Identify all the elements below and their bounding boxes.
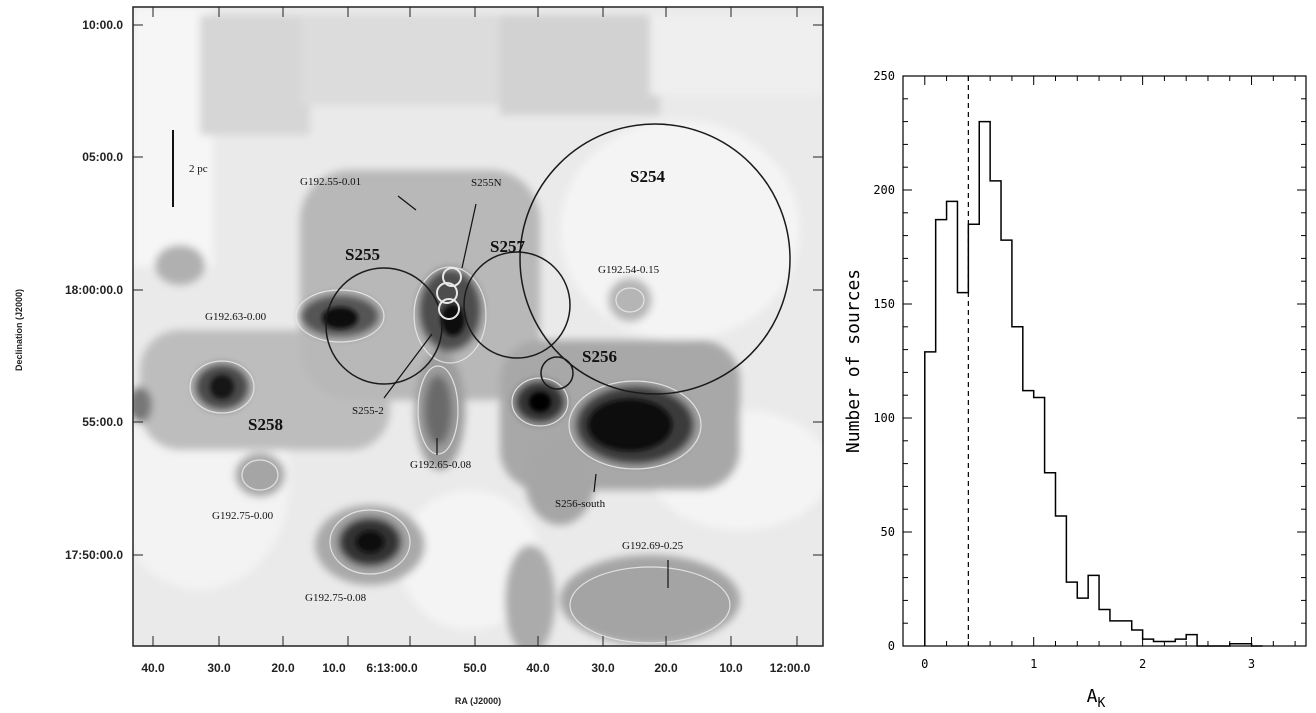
- annotation-labels: S254 S255 S257 S256 S258 G192.55-0.01 S2…: [205, 167, 684, 604]
- scale-bar-label: 2 pc: [189, 163, 208, 175]
- map-x-tick: 30.0: [591, 661, 615, 675]
- y-tick-label: 150: [873, 297, 895, 311]
- label-g192-54: G192.54-0.15: [598, 264, 660, 276]
- label-g192-55: G192.55-0.01: [300, 176, 361, 188]
- map-x-tick: 10.0: [322, 661, 346, 675]
- label-s255n: S255N: [471, 177, 502, 189]
- map-y-tick: 05:00.0: [82, 150, 123, 164]
- label-s255: S255: [345, 245, 380, 264]
- y-tick-label: 50: [881, 525, 895, 539]
- map-x-tick: 6:13:00.0: [366, 661, 418, 675]
- map-tick-marks: [133, 7, 823, 646]
- map-x-tick: 10.0: [719, 661, 743, 675]
- histogram-steps: [924, 120, 1263, 647]
- label-g192-65: G192.65-0.08: [410, 459, 472, 471]
- region-circles: [325, 123, 791, 395]
- map-y-tick: 10:00.0: [82, 18, 123, 32]
- map-frame: [132, 6, 824, 647]
- map-x-tick: 40.0: [141, 661, 165, 675]
- histogram-y-axis-title: Number of sources: [843, 269, 864, 453]
- label-s256: S256: [582, 347, 617, 366]
- map-x-tick: 30.0: [207, 661, 231, 675]
- y-tick-label: 100: [873, 411, 895, 425]
- xlabel-subscript: K: [1098, 696, 1106, 711]
- y-tick-label: 0: [888, 639, 895, 653]
- map-x-tick-labels: 40.0 30.0 20.0 10.0 6:13:00.0 50.0 40.0 …: [141, 661, 810, 675]
- label-g192-63: G192.63-0.00: [205, 311, 267, 323]
- x-tick-label: 1: [1030, 657, 1037, 671]
- map-y-tick: 55:00.0: [82, 415, 123, 429]
- label-s256-south: S256-south: [555, 498, 606, 510]
- label-g192-75-008: G192.75-0.08: [305, 592, 367, 604]
- y-tick-label: 250: [873, 69, 895, 83]
- map-x-tick: 20.0: [271, 661, 295, 675]
- circle-s257: [463, 251, 571, 359]
- annotation-pointers: [383, 195, 669, 588]
- x-tick-label: 2: [1139, 657, 1146, 671]
- xlabel-main: A: [1087, 686, 1098, 707]
- histogram-ticks: 0 1 2 3 0 50 100 150 200 250: [873, 69, 1306, 671]
- map-y-tick: 18:00:00.0: [65, 283, 123, 297]
- label-g192-75-000: G192.75-0.00: [212, 510, 274, 522]
- circle-s255: [325, 267, 443, 385]
- histogram-frame: [902, 75, 1307, 647]
- label-s258: S258: [248, 415, 283, 434]
- map-x-tick: 12:00.0: [770, 661, 811, 675]
- map-x-tick: 50.0: [463, 661, 487, 675]
- circle-fir1: [436, 282, 458, 304]
- label-g192-69: G192.69-0.25: [622, 540, 684, 552]
- label-s257: S257: [490, 237, 525, 256]
- map-image: [133, 7, 823, 646]
- histogram-x-axis-title: AK: [1087, 686, 1106, 711]
- circle-s256: [540, 356, 574, 390]
- circle-s255n: [442, 267, 462, 287]
- map-x-tick: 40.0: [526, 661, 550, 675]
- label-s255-2: S255-2: [352, 405, 384, 417]
- map-x-axis-title: RA (J2000): [455, 696, 501, 706]
- map-y-axis-title: Declination (J2000): [14, 289, 24, 371]
- x-tick-label: 0: [921, 657, 928, 671]
- circle-fir2: [438, 298, 460, 320]
- histogram-panel: 0 1 2 3 0 50 100 150 200 250 Number of sources AK: [843, 69, 1307, 711]
- map-panel: 2 pc S254 S255 S257 S256 S258 G192.55-0.…: [14, 6, 824, 706]
- map-y-tick-labels: 10:00.0 05:00.0 18:00:00.0 55:00.0 17:50…: [65, 18, 123, 562]
- label-s254: S254: [630, 167, 665, 186]
- y-tick-label: 200: [873, 183, 895, 197]
- x-tick-label: 3: [1248, 657, 1255, 671]
- map-y-tick: 17:50:00.0: [65, 548, 123, 562]
- circle-s254: [519, 123, 791, 395]
- map-x-tick: 20.0: [654, 661, 678, 675]
